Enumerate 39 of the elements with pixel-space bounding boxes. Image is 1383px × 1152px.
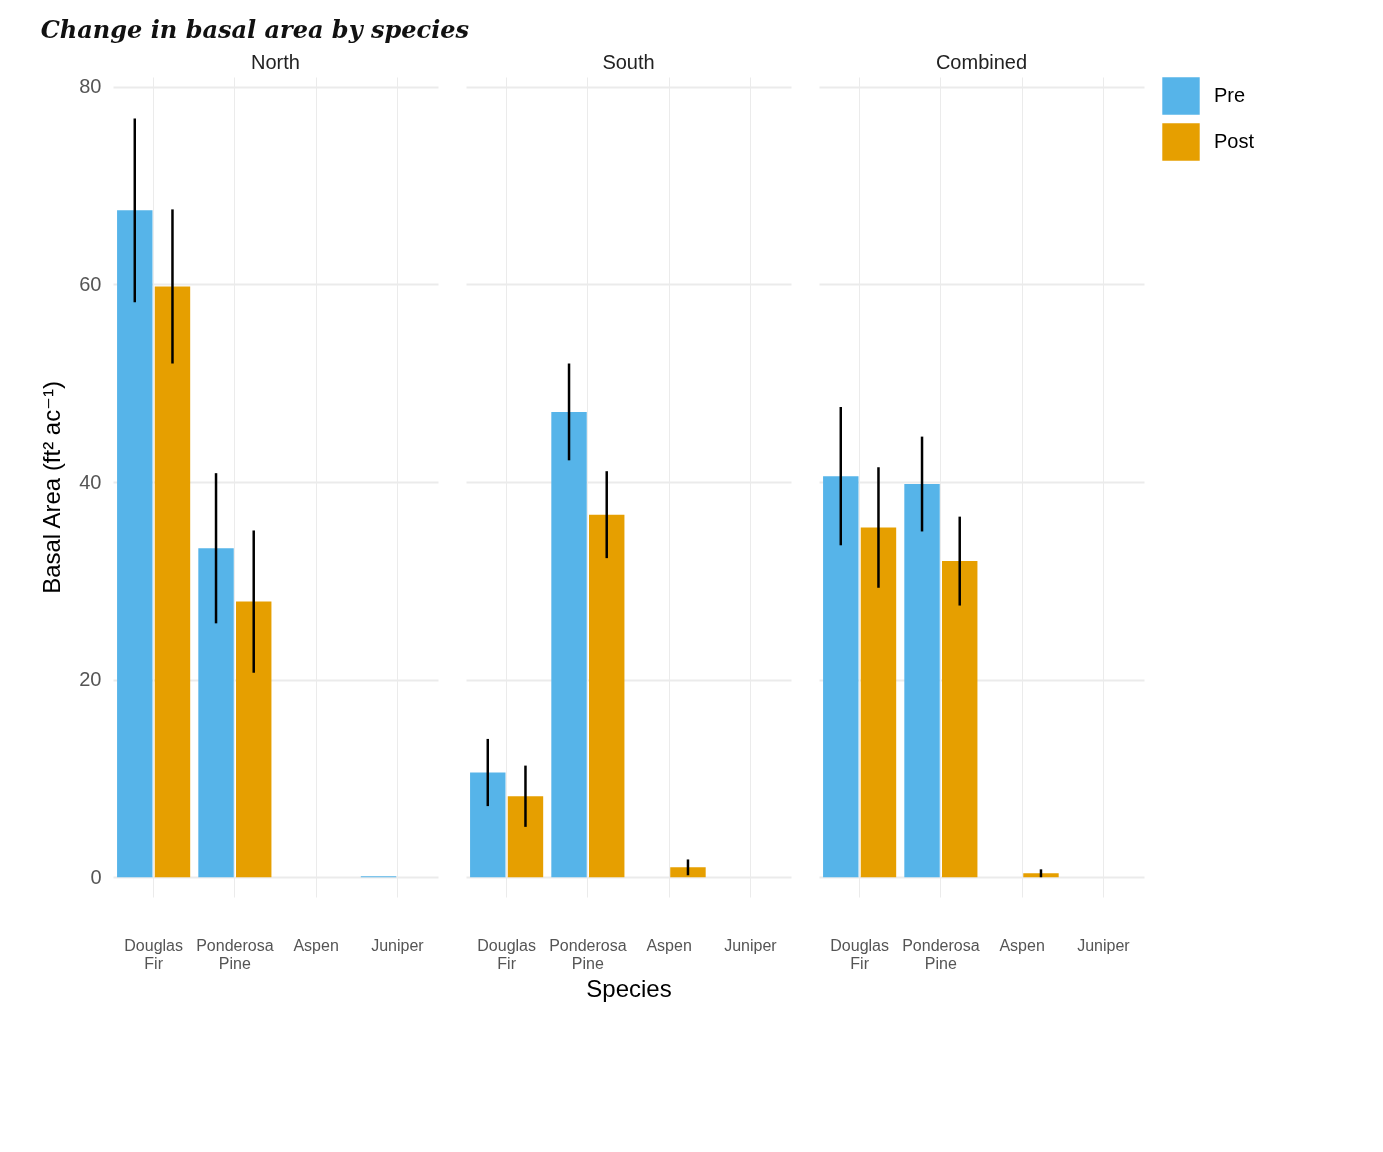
- bar: [904, 484, 940, 878]
- bar: [507, 796, 544, 878]
- y-axis-title: Basal Area (ft² ac⁻¹): [38, 381, 66, 594]
- bar: [154, 286, 191, 878]
- x-tick-label: Aspen: [999, 936, 1045, 954]
- y-tick-label: 0: [90, 865, 102, 888]
- x-tick-label: Ponderosa Pine: [902, 936, 980, 972]
- x-tick-label: Juniper: [371, 936, 425, 954]
- bar: [198, 548, 234, 878]
- chart-subtitle: South: [602, 51, 655, 73]
- x-tick-label: Douglas Fir: [477, 936, 536, 972]
- x-tick-label: Ponderosa Pine: [196, 936, 274, 972]
- bar: [860, 527, 897, 878]
- bar: [117, 210, 153, 878]
- y-tick-label: 20: [79, 668, 102, 691]
- x-tick-label: Douglas Fir: [124, 936, 183, 972]
- bar: [551, 411, 587, 878]
- x-tick-label: Aspen: [646, 936, 692, 954]
- x-tick-label: Ponderosa Pine: [549, 936, 627, 972]
- y-tick-label: 80: [79, 75, 102, 98]
- bar: [942, 561, 978, 878]
- x-tick-label: Douglas Fir: [830, 936, 889, 972]
- bar: [670, 867, 706, 878]
- x-tick-label: Aspen: [293, 936, 339, 954]
- chart-subtitle: North: [251, 50, 300, 73]
- bar: [823, 476, 859, 878]
- x-axis-title: Species: [586, 974, 672, 1002]
- bar: [1023, 873, 1059, 878]
- y-tick-label: 40: [79, 470, 102, 493]
- bar: [470, 772, 506, 878]
- x-tick-label: Juniper: [1077, 936, 1131, 954]
- bar: [236, 601, 272, 878]
- legend-label: Pre: [1214, 84, 1246, 106]
- legend-label: Post: [1214, 130, 1255, 152]
- chart-subtitle: Combined: [935, 51, 1028, 73]
- y-tick-label: 60: [79, 272, 102, 295]
- x-tick-label: Juniper: [724, 936, 778, 954]
- bar: [589, 514, 625, 878]
- chart-title: Change in basal area by species: [40, 14, 470, 44]
